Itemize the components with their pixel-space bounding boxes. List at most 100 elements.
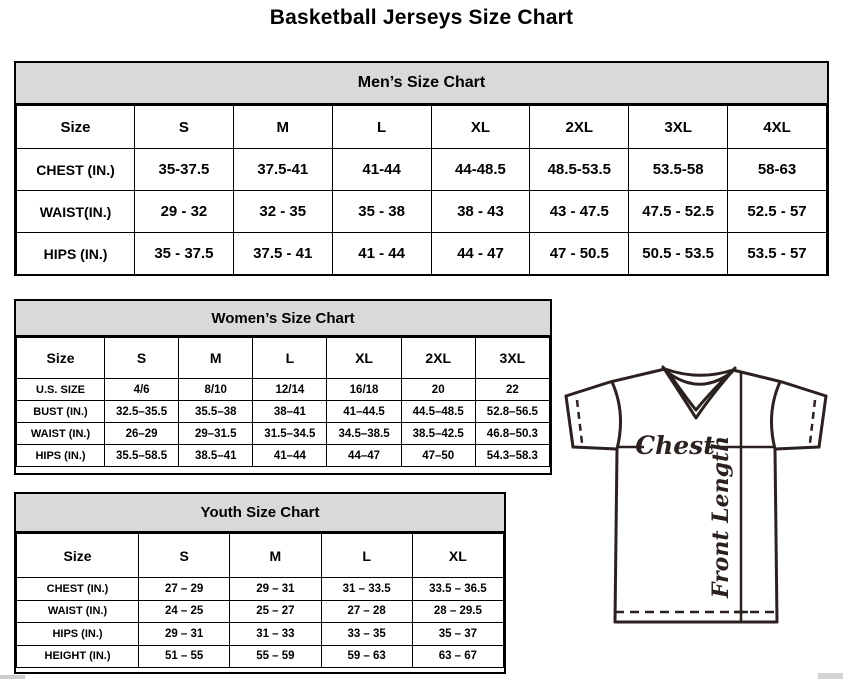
jersey-left-sleeve-edge: [564, 394, 575, 449]
size-cell: 24 – 25: [137, 599, 231, 623]
column-header: 2XL: [529, 105, 630, 149]
column-header: 4XL: [727, 105, 827, 149]
jersey-left-seam: [610, 380, 622, 451]
size-cell: 44–47: [326, 444, 402, 467]
size-cell: 54.3–58.3: [474, 444, 551, 467]
column-header: Size: [16, 533, 139, 578]
size-cell: 35.5–58.5: [103, 444, 180, 467]
column-header: Size: [16, 337, 105, 379]
jersey-right-shoulder: [731, 368, 828, 398]
jersey-right-seam: [770, 380, 782, 451]
size-cell: 46.8–50.3: [474, 422, 551, 445]
jersey-right-sleeve-edge: [817, 394, 828, 449]
size-cell: 35 – 37: [411, 622, 505, 646]
size-cell: 22: [474, 378, 551, 401]
size-cell: 38 - 43: [430, 190, 531, 233]
mens-size-table: Size S M L XL 2XL 3XL 4XL CHEST (IN.) 35-37.5 37.5…: [16, 105, 827, 275]
size-cell: 35-37.5: [134, 148, 234, 191]
size-cell: 26–29: [103, 422, 180, 445]
size-cell: 53.5-58: [628, 148, 729, 191]
size-cell: 29–31.5: [178, 422, 254, 445]
size-cell: 33.5 – 36.5: [411, 577, 505, 601]
size-cell: 20: [400, 378, 476, 401]
size-cell: 52.5 - 57: [727, 190, 827, 233]
row-label: CHEST (IN.): [16, 148, 135, 191]
size-cell: 37.5 - 41: [232, 232, 333, 275]
jersey-left-cuff-dashes: [575, 399, 584, 444]
jersey-collar-v-inner: [666, 370, 732, 412]
table-row: U.S. SIZE 4/6 8/10 12/14 16/18 20 22: [16, 378, 551, 401]
size-cell: 16/18: [326, 378, 402, 401]
table-row: HIPS (IN.) 35 - 37.5 37.5 - 41 41 - 44 44 - …: [16, 232, 827, 275]
jersey-body: [613, 447, 779, 624]
jersey-collar-band-1: [663, 367, 735, 377]
size-cell: 41–44: [252, 444, 328, 467]
column-header: S: [134, 105, 234, 149]
size-cell: 44-48.5: [430, 148, 531, 191]
size-cell: 29 - 32: [134, 190, 234, 233]
size-cell: 27 – 29: [137, 577, 231, 601]
column-header: 3XL: [628, 105, 729, 149]
column-header: L: [331, 105, 432, 149]
mens-size-chart: Men’s Size Chart Size S M L XL 2XL 3XL 4XL CHEST…: [14, 61, 829, 276]
header-row: Size S M L XL: [16, 533, 505, 578]
column-header: XL: [326, 337, 402, 379]
size-cell: 53.5 - 57: [727, 232, 827, 275]
size-cell: 43 - 47.5: [529, 190, 630, 233]
column-header: M: [178, 337, 254, 379]
size-cell: 41-44: [331, 148, 432, 191]
table-row: WAIST (IN.) 26–29 29–31.5 31.5–34.5 34.5–38.…: [16, 422, 551, 445]
column-header: L: [320, 533, 413, 578]
size-cell: 59 – 63: [320, 644, 413, 668]
youth-size-chart: Youth Size Chart Size S M L XL CHEST (IN.) 27 …: [14, 492, 506, 674]
size-cell: 27 – 28: [320, 599, 413, 623]
column-header: XL: [411, 533, 505, 578]
jersey-left-shoulder: [564, 367, 667, 398]
front-length-label: Front Length: [708, 436, 734, 599]
size-cell: 12/14: [252, 378, 328, 401]
jersey-collar-v-outer: [661, 365, 737, 420]
row-label: WAIST (IN.): [16, 599, 139, 623]
column-header: M: [229, 533, 322, 578]
jersey-left-sleeve-bottom: [571, 445, 619, 451]
header-row: Size S M L XL 2XL 3XL 4XL: [16, 105, 827, 149]
row-label: BUST (IN.): [16, 400, 105, 423]
youth-size-chart-title: Youth Size Chart: [16, 494, 504, 533]
row-label: WAIST(IN.): [16, 190, 135, 233]
table-row: CHEST (IN.) 27 – 29 29 – 31 31 – 33.5 33.5 –…: [16, 577, 505, 601]
table-row: BUST (IN.) 32.5–35.5 35.5–38 38–41 41–44.5 44…: [16, 400, 551, 423]
column-header: S: [103, 337, 180, 379]
jersey-right-sleeve-bottom: [773, 445, 821, 451]
size-cell: 31 – 33: [229, 622, 322, 646]
column-header: 3XL: [474, 337, 551, 379]
header-row: Size S M L XL 2XL 3XL: [16, 337, 551, 379]
size-cell: 44.5–48.5: [400, 400, 476, 423]
size-cell: 52.8–56.5: [474, 400, 551, 423]
table-row: HIPS (IN.) 29 – 31 31 – 33 33 – 35 35 – 37: [16, 622, 505, 646]
row-label: WAIST (IN.): [16, 422, 105, 445]
size-cell: 31.5–34.5: [252, 422, 328, 445]
bottom-right-artifact: [818, 673, 843, 679]
mens-size-chart-title: Men’s Size Chart: [16, 63, 827, 105]
size-cell: 35.5–38: [178, 400, 254, 423]
womens-size-chart: Women’s Size Chart Size S M L XL 2XL 3XL U.S. S…: [14, 299, 552, 475]
size-cell: 4/6: [103, 378, 180, 401]
bottom-left-artifact: [0, 675, 25, 679]
row-label: HEIGHT (IN.): [16, 644, 139, 668]
womens-size-chart-title: Women’s Size Chart: [16, 301, 550, 337]
row-label: CHEST (IN.): [16, 577, 139, 601]
column-header: S: [137, 533, 231, 578]
size-cell: 50.5 - 53.5: [628, 232, 729, 275]
size-cell: 29 – 31: [137, 622, 231, 646]
row-label: HIPS (IN.): [16, 444, 105, 467]
table-row: CHEST (IN.) 35-37.5 37.5-41 41-44 44-48.5 48.…: [16, 148, 827, 191]
size-cell: 55 – 59: [229, 644, 322, 668]
size-cell: 63 – 67: [411, 644, 505, 668]
page-title: Basketball Jerseys Size Chart: [269, 6, 574, 29]
womens-size-table: Size S M L XL 2XL 3XL U.S. SIZE 4/6 8/10 12/14 16/1…: [16, 337, 551, 467]
size-cell: 35 - 37.5: [134, 232, 234, 275]
size-cell: 38.5–42.5: [400, 422, 476, 445]
row-label: HIPS (IN.): [16, 232, 135, 275]
size-cell: 31 – 33.5: [320, 577, 413, 601]
